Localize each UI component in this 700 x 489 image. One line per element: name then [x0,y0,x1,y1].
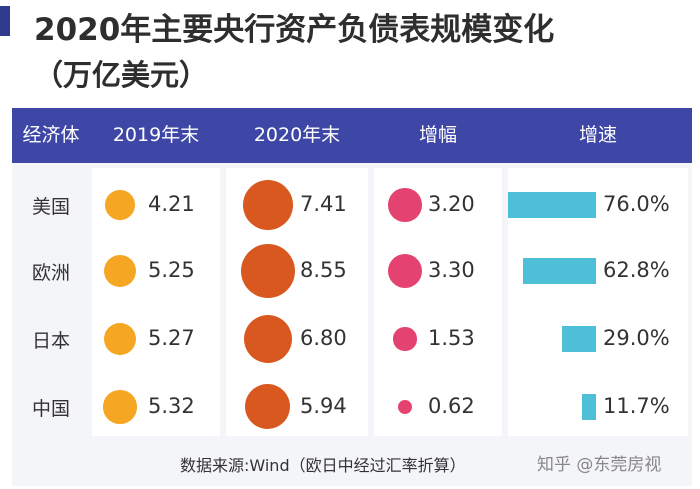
value-2020: 8.55 [300,258,347,282]
circle-2020 [245,384,291,430]
header-economy: 经济体 [22,124,80,146]
row-label: 欧洲 [31,262,70,284]
header-growth: 增速 [578,124,617,146]
header-2020: 2020年末 [253,124,341,146]
growth-bar [582,394,596,420]
value-growth: 29.0% [603,326,670,350]
growth-bar [523,258,596,284]
value-2020: 6.80 [300,326,347,350]
chart-unit: （万亿美元） [34,58,209,92]
title-accent-bar [0,6,10,36]
value-growth: 62.8% [603,258,670,282]
value-increase: 3.30 [428,258,475,282]
value-increase: 3.20 [428,192,475,216]
value-2019: 5.27 [148,326,195,350]
growth-bar [562,326,596,352]
value-2020: 5.94 [300,394,347,418]
header-2019: 2019年末 [112,124,200,146]
circle-increase [388,188,422,222]
value-growth: 76.0% [603,192,670,216]
value-increase: 1.53 [428,326,475,350]
row-label: 中国 [31,398,70,420]
value-growth: 11.7% [603,394,670,418]
chart-title: 2020年主要央行资产负债表规模变化 [34,12,555,48]
growth-bar [508,192,596,218]
value-increase: 0.62 [428,394,475,418]
circle-2020 [241,244,295,298]
source-note: 数据来源:Wind（欧日中经过汇率折算） [180,456,466,475]
row-label: 美国 [31,196,70,218]
value-2020: 7.41 [300,192,347,216]
circle-increase [388,254,422,288]
row-label: 日本 [31,330,70,352]
value-2019: 5.32 [148,394,195,418]
value-2019: 5.25 [148,258,195,282]
value-2019: 4.21 [148,192,195,216]
circle-2020 [243,314,293,364]
table-header [12,108,692,163]
circle-increase [397,399,413,415]
circle-increase [393,327,417,351]
circle-2019 [105,190,135,220]
circle-2020 [242,179,294,231]
circle-2019 [103,322,137,356]
header-increase: 增幅 [418,124,457,146]
circle-2019 [103,390,137,424]
circle-2019 [103,254,137,288]
watermark: 知乎 @东莞房视 [537,455,662,475]
